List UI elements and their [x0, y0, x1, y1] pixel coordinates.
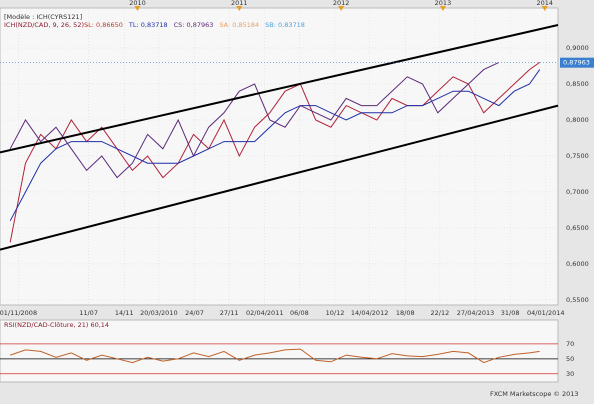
y-tick-label: 50 [566, 355, 574, 363]
price-panel [0, 7, 559, 306]
price-label: 0,87963 [563, 59, 590, 67]
x-tick-label: 14/04/2012 [351, 309, 388, 317]
x-tick-label: 27/04/2013 [457, 309, 494, 317]
x-tick-label: 14/11 [115, 309, 134, 317]
footer: FXCM Marketscope © 2013 [490, 390, 579, 398]
x-tick-label: 27/11 [220, 309, 239, 317]
x-tick-label: 06/08 [290, 309, 309, 317]
indicator-value: CS: 0,87963 [174, 21, 214, 29]
year-label: 2012 [333, 0, 350, 7]
year-marker [338, 6, 345, 11]
indicator-value: SB: 0,83718 [265, 21, 305, 29]
model-label: [Modèle : ICH(CYRS121] [4, 13, 82, 21]
y-tick-label: 0,9000 [566, 44, 589, 52]
x-tick-label: 31/08 [501, 309, 520, 317]
y-tick-label: 0,7000 [566, 188, 589, 196]
year-label: 2013 [435, 0, 452, 7]
indicator-value: SA: 0,85184 [219, 21, 259, 29]
indicator-value: SL: 0,86650 [84, 21, 123, 29]
series-line [0, 24, 559, 154]
x-tick-label: 04/01/2014 [527, 309, 564, 317]
year-marker [439, 6, 446, 11]
x-tick-label: 10/12 [326, 309, 345, 317]
rsi-label: RSI(NZD/CAD-Clôture, 21) 60,14 [4, 321, 109, 329]
x-tick-label: 24/07 [185, 309, 204, 317]
series-line [9, 61, 500, 179]
y-tick-label: 0,8500 [566, 80, 589, 88]
year-label: 2011 [231, 0, 248, 7]
x-tick-label: 18/08 [396, 309, 415, 317]
price-box [560, 57, 594, 68]
y-tick-label: 0,5500 [566, 296, 589, 304]
y-tick-label: 0,6000 [566, 260, 589, 268]
x-tick-label: 01/11/2008 [0, 309, 37, 317]
y-tick-label: 0,6500 [566, 224, 589, 232]
year-label: 2014 [536, 0, 553, 7]
x-tick-label: 02/04/2011 [246, 309, 283, 317]
year-marker [134, 6, 141, 11]
y-tick-label: 0,7500 [566, 152, 589, 160]
x-tick-label: 22/12 [431, 309, 450, 317]
year-marker [541, 6, 548, 11]
series-line [9, 69, 541, 222]
series-line [0, 104, 559, 251]
indicator-label: ICH(NZD/CAD, 9, 26, 52) - [4, 21, 89, 29]
y-tick-label: 70 [566, 340, 574, 348]
indicator-value: TL: 0,83718 [128, 21, 168, 29]
y-tick-label: 0,8000 [566, 116, 589, 124]
x-tick-label: 20/03/2010 [140, 309, 177, 317]
x-tick-label: 11/07 [79, 309, 98, 317]
y-tick-label: 30 [566, 370, 574, 378]
year-marker [236, 6, 243, 11]
series-line [10, 348, 540, 364]
year-label: 2010 [129, 0, 146, 7]
